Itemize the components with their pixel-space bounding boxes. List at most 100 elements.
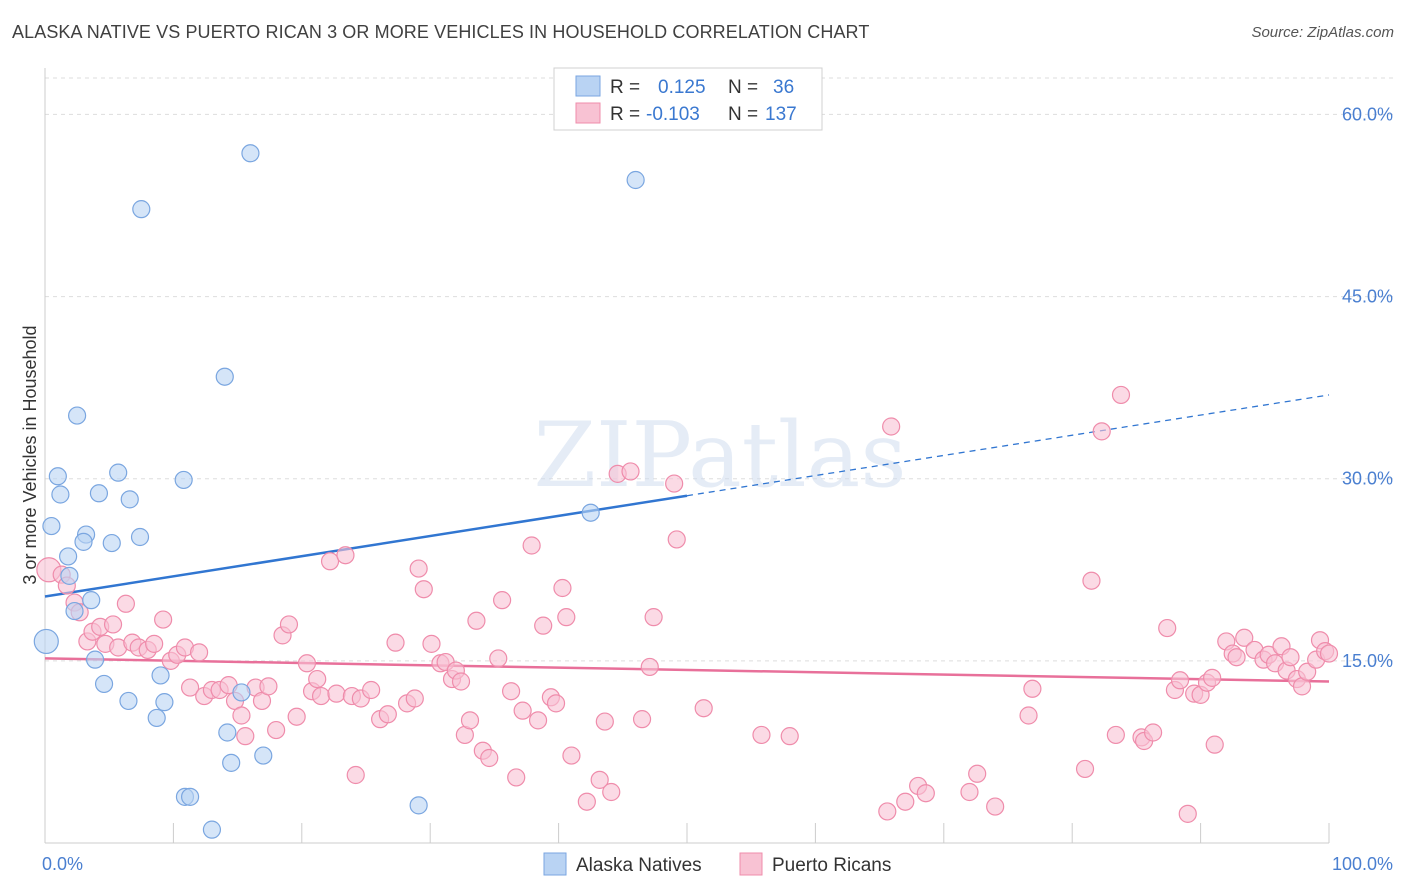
series-legend-alaska: Alaska Natives [576,855,702,876]
puerto-rican-point [1023,679,1042,698]
puerto-rican-point [590,770,609,789]
puerto-rican-point [154,610,173,629]
puerto-rican-point [297,654,317,673]
alaska-native-point [155,693,174,712]
puerto-rican-point [103,615,123,634]
alaska-native-point [59,547,78,566]
alaska-native-point [241,144,260,163]
puerto-rican-point [480,748,499,768]
puerto-rican-point [493,591,512,610]
puerto-rican-point [1143,723,1163,742]
puerto-rican-point [489,649,508,668]
alaska-native-point [33,628,59,655]
alaska-native-point [74,532,93,551]
x-tick-label: 100.0% [1332,854,1393,874]
puerto-rican-point [1019,706,1038,725]
alaska-native-point [85,650,105,669]
alaska-native-point [174,470,193,490]
puerto-rican-point [232,706,251,725]
puerto-rican-point [259,677,278,696]
puerto-rican-point [916,784,935,803]
puerto-rican-point [694,699,713,718]
puerto-rican-point [346,765,365,785]
watermark: ZIPatlas [533,403,906,508]
legend-n-value-2: 137 [765,104,797,125]
puerto-rican-point [780,727,799,746]
puerto-rican-point [1075,759,1095,779]
puerto-rican-point [1178,804,1197,823]
alaska-native-point [222,753,241,772]
puerto-rican-point [386,633,405,652]
puerto-rican-point [546,694,566,713]
chart-title: ALASKA NATIVE VS PUERTO RICAN 3 OR MORE … [12,22,870,42]
legend-swatch-blue [575,75,601,97]
puerto-rican-point [1106,725,1125,745]
alaska-native-point [151,666,170,685]
puerto-rican-point [1170,671,1190,690]
alaska-native-point [48,467,67,486]
puerto-rican-point [882,417,901,436]
alaska-native-point [581,503,600,522]
puerto-rican-point [1235,628,1254,647]
series-legend-swatch-puerto [739,852,763,876]
puerto-rican-point [553,578,572,598]
alaska-native-point [218,723,237,742]
puerto-rican-point [1203,668,1222,687]
puerto-rican-point [267,720,286,740]
alaska-native-point [147,708,166,728]
alaska-native-point [254,746,273,765]
y-tick-labels: 15.0% 30.0% 45.0% 60.0% [1342,104,1393,670]
puerto-rican-point [414,580,433,599]
puerto-rican-point [522,536,541,555]
puerto-rican-point [308,669,327,689]
legend-r-label-2: R = [610,104,640,125]
x-tick-labels: 0.0% 100.0% [42,854,1393,874]
gridlines [45,77,1395,662]
alaska-native-point [119,691,138,711]
puerto-rican-point [378,705,397,724]
puerto-rican-point [1205,735,1224,754]
puerto-rican-point [1319,644,1339,663]
alaska-native-point [51,485,70,504]
puerto-rican-point [180,678,200,697]
alaska-native-point [409,796,428,815]
puerto-rican-point [1111,385,1131,405]
series-legend-puerto: Puerto Ricans [772,855,891,876]
puerto-rican-point [405,689,424,708]
puerto-rican-point [1082,571,1101,590]
legend-r-label-1: R = [610,77,640,98]
x-tick-label: 0.0% [42,854,83,874]
legend-n-value-1: 36 [773,77,794,98]
correlation-legend: R = 0.125 N = 36 R = -0.103 N = 137 [553,67,823,131]
alaska-native-point [232,683,251,702]
puerto-rican-point [513,701,532,720]
puerto-rican-point [116,594,135,613]
puerto-rican-point [986,797,1005,816]
puerto-rican-point [1281,648,1300,667]
alaska-native-point [109,463,128,482]
puerto-rican-point [460,711,480,730]
puerto-rican-point [562,746,581,765]
axes [44,68,1330,844]
legend-r-value-1: 0.125 [658,77,706,98]
puerto-rican-point [878,802,897,821]
alaska-native-point [215,367,234,386]
y-axis-label: 3 or more Vehicles in Household [20,325,40,584]
puerto-rican-point [595,712,614,731]
puerto-rican-point [279,615,299,634]
puerto-rican-point [602,782,621,802]
alaska-native-point [82,591,101,610]
puerto-rican-point [1227,648,1246,667]
puerto-rican-point [528,711,548,730]
alaska-native-point [89,484,109,503]
alaska-native-point [65,601,84,621]
y-tick-label: 15.0% [1342,651,1393,671]
alaska-trend-extension [686,394,1330,497]
legend-r-value-2: -0.103 [646,104,700,125]
alaska-native-point [60,566,79,585]
alaska-native-point [202,820,222,839]
series-legend: Alaska Natives Puerto Ricans [543,852,891,876]
puerto-rican-point [336,546,355,565]
alaska-native-point [42,516,61,536]
